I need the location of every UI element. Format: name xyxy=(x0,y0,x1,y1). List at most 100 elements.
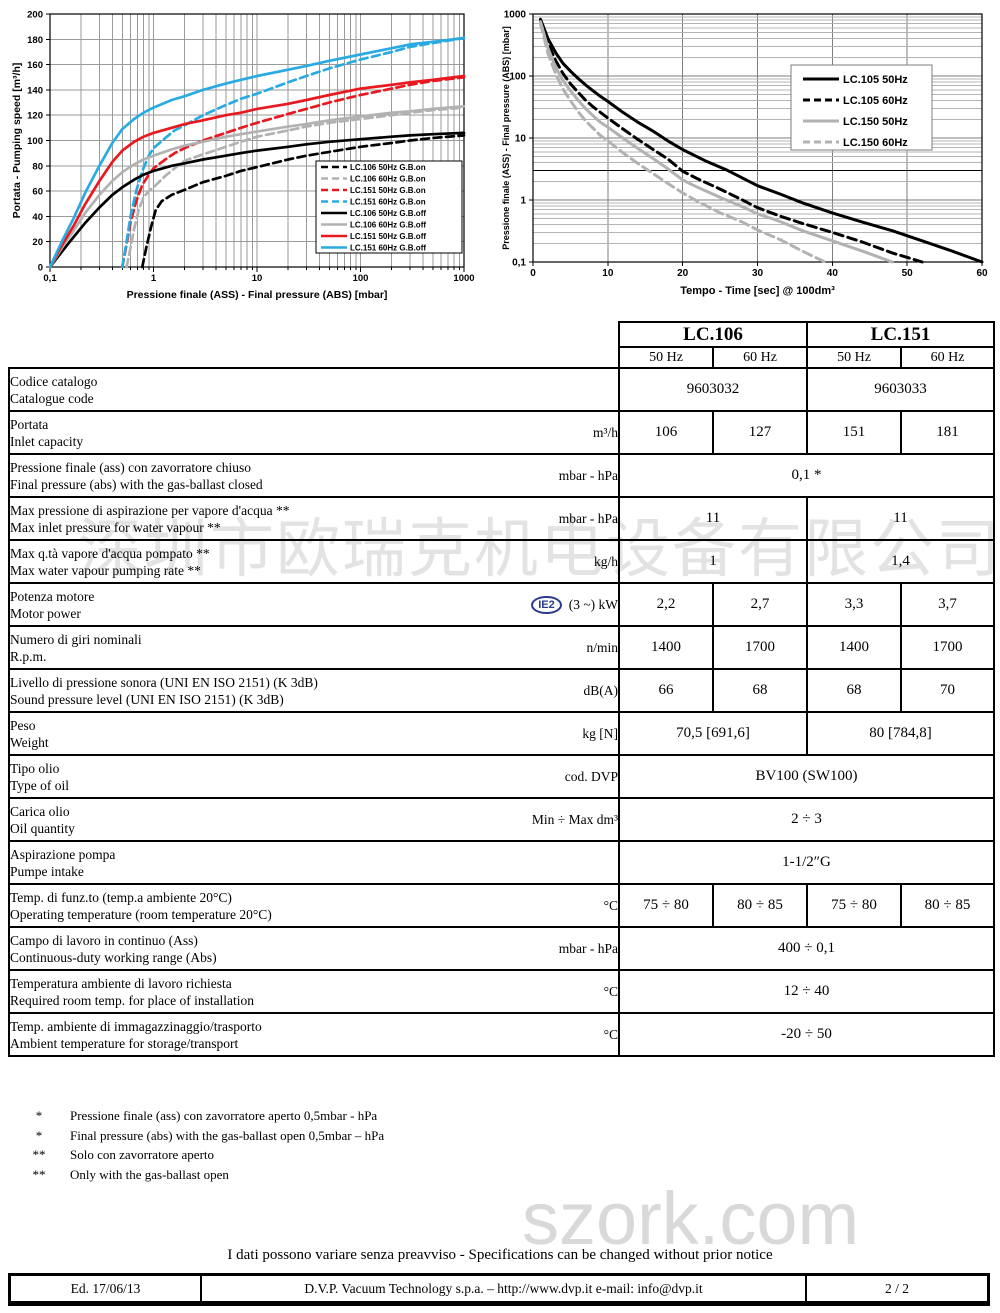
unit-text: n/min xyxy=(586,639,618,655)
frequency-header: 50 Hz xyxy=(618,346,714,369)
table-row: Max q.tà vapore d'acqua pompato ** Max wa… xyxy=(8,539,995,584)
unit-text: cod. DVP xyxy=(564,768,618,784)
series-line xyxy=(539,18,924,264)
table-row: Carica olio Oil quantity Min ÷ Max dm³ 2 ÷ … xyxy=(8,797,995,842)
table-row: Codice catalogo Catalogue code 9603032 9603… xyxy=(8,367,995,412)
unit-label: mbar - hPa xyxy=(559,468,618,484)
label-italian: Tipo olio xyxy=(10,760,60,776)
x-tick-label: 40 xyxy=(827,268,839,279)
unit-text: °C xyxy=(603,897,618,913)
spec-value-cell: 70 xyxy=(900,668,995,713)
spec-value-cell: 68 xyxy=(712,668,808,713)
unit-text: dB(A) xyxy=(583,682,619,698)
footnotes: * Pressione finale (ass) con zavorratore … xyxy=(8,1106,385,1185)
table-row: Pressione finale (ass) con zavorratore c… xyxy=(8,453,995,498)
series-line xyxy=(539,17,984,264)
x-tick-label: 1000 xyxy=(453,273,474,284)
table-row: Peso Weight kg [N] 70,5 [691,6] 80 [784,8] xyxy=(8,711,995,756)
spec-label-cell: Codice catalogo Catalogue code xyxy=(8,367,620,412)
label-english: Continuous-duty working range (Abs) xyxy=(10,949,217,965)
x-tick-label: 100 xyxy=(353,273,369,284)
footnote-text: Pressione finale (ass) con zavorratore a… xyxy=(70,1108,378,1123)
footnote-marker: ** xyxy=(32,1166,46,1182)
legend-label: LC.106 50Hz G.B.on xyxy=(350,163,426,172)
unit-text: mbar - hPa xyxy=(558,510,618,526)
x-tick-label: 30 xyxy=(752,268,764,279)
spec-value-cell: 80 [784,8] xyxy=(806,711,995,756)
spec-value-cell: 68 xyxy=(806,668,902,713)
table-row: Potenza motore Motor power IE2 (3 ~) kW 2,2 2… xyxy=(8,582,995,627)
unit-label: mbar - hPa xyxy=(559,511,618,527)
spec-value-cell: 1700 xyxy=(900,625,995,670)
footnote-marker: * xyxy=(35,1127,43,1143)
legend-label: LC.106 50Hz G.B.off xyxy=(350,209,426,218)
y-tick-label: 180 xyxy=(27,35,43,46)
series-line xyxy=(120,36,466,269)
label-italian: Max q.tà vapore d'acqua pompato ** xyxy=(10,545,210,561)
disclaimer-text: I dati possono variare senza preavviso -… xyxy=(227,1247,773,1263)
label-italian: Portata xyxy=(10,416,49,432)
spec-value-cell: 181 xyxy=(900,410,995,455)
label-english: Sound pressure level (UNI EN ISO 2151) (… xyxy=(10,691,284,707)
spec-value-cell: 400 ÷ 0,1 xyxy=(618,926,995,971)
y-tick-label: 80 xyxy=(32,161,43,172)
legend-box xyxy=(315,160,463,254)
y-tick-label: 10 xyxy=(515,134,527,145)
spec-value-cell: 1 xyxy=(618,539,808,584)
unit-label: kg/h xyxy=(594,554,618,570)
unit-label: °C xyxy=(604,1027,618,1043)
spec-value-cell: 2 ÷ 3 xyxy=(618,797,995,842)
specifications-table: LC.106 LC.151 50 Hz 60 Hz 50 Hz 60 Hz Codice c… xyxy=(8,321,995,1057)
spec-value-cell: 80 ÷ 85 xyxy=(900,883,995,928)
table-row: Temp. ambiente di immagazzinaggio/traspo… xyxy=(8,1012,995,1057)
unit-label: m³/h xyxy=(593,425,618,441)
unit-label: n/min xyxy=(586,640,618,656)
label-italian: Max pressione di aspirazione per vapore … xyxy=(10,502,290,518)
label-english: Final pressure (abs) with the gas-ballas… xyxy=(10,476,263,492)
spec-value-cell: 75 ÷ 80 xyxy=(618,883,714,928)
unit-text: Min ÷ Max dm³ xyxy=(531,811,618,827)
footnote-text: Final pressure (abs) with the gas-ballas… xyxy=(70,1127,385,1143)
x-tick-label: 10 xyxy=(252,273,263,284)
ie2-badge: IE2 xyxy=(531,595,562,614)
label-italian: Peso xyxy=(10,717,36,733)
table-row: Portata Inlet capacity m³/h 106 127 151 181 xyxy=(8,410,995,455)
unit-text: mbar - hPa xyxy=(558,940,618,956)
label-english: Weight xyxy=(10,734,49,750)
y-tick-label: 40 xyxy=(32,212,43,223)
footnote-line: ** Solo con zavorratore aperto xyxy=(8,1145,384,1165)
spec-label-cell: Tipo olio Type of oil cod. DVP xyxy=(8,754,620,799)
x-tick-label: 10 xyxy=(602,268,614,279)
unit-text: mbar - hPa xyxy=(558,467,618,483)
x-tick-label: 0 xyxy=(530,268,536,279)
spec-value-cell: BV100 (SW100) xyxy=(618,754,995,799)
series-line xyxy=(140,134,466,269)
x-tick-label: 50 xyxy=(902,268,914,279)
series-line xyxy=(120,75,466,269)
y-tick-label: 200 xyxy=(27,10,43,21)
footnote-line: ** Only with the gas-ballast open xyxy=(8,1165,384,1185)
footer-edition: Ed. 17/06/13 xyxy=(70,1281,141,1296)
table-row: Max pressione di aspirazione per vapore … xyxy=(8,496,995,541)
y-tick-label: 1000 xyxy=(504,10,527,21)
label-english: Catalogue code xyxy=(10,390,94,406)
table-row: Temperatura ambiente di lavoro richiesta… xyxy=(8,969,995,1014)
table-row: Tipo olio Type of oil cod. DVP BV100 (SW100… xyxy=(8,754,995,799)
frequency-header: 60 Hz xyxy=(712,346,808,369)
spec-value-cell: 1,4 xyxy=(806,539,995,584)
footnote-text: Solo con zavorratore aperto xyxy=(70,1147,215,1162)
spec-label-cell: Pressione finale (ass) con zavorratore c… xyxy=(8,453,620,498)
table-row: Numero di giri nominali R.p.m. n/min 1400 17… xyxy=(8,625,995,670)
frequency-header: 50 Hz xyxy=(806,346,902,369)
footer-bar: Ed. 17/06/13 D.V.P. Vacuum Technology s.… xyxy=(8,1273,990,1306)
x-tick-label: 1 xyxy=(151,273,157,284)
y-tick-label: 20 xyxy=(32,237,43,248)
legend-label: LC.151 60Hz G.B.off xyxy=(350,243,426,252)
legend-label: LC.105 60Hz xyxy=(843,95,908,107)
y-axis-label: Portata - Pumping speed [m³/h] xyxy=(11,63,23,219)
table-row: Livello di pressione sonora (UNI EN ISO … xyxy=(8,668,995,713)
spec-value-cell: 151 xyxy=(806,410,902,455)
label-italian: Numero di giri nominali xyxy=(10,631,142,647)
y-tick-label: 0 xyxy=(38,263,43,274)
